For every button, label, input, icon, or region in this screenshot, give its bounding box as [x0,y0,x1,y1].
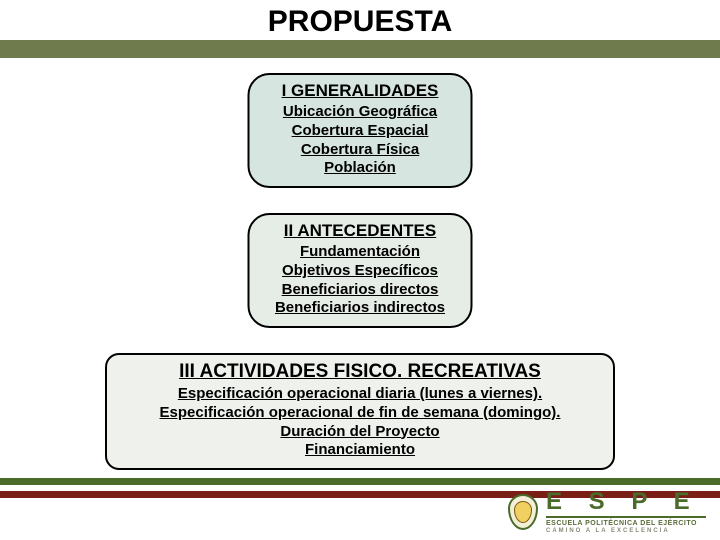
box3-item: Duración del Proyecto [125,423,595,442]
logo-area: E S P E ESCUELA POLITÉCNICA DEL EJÉRCITO… [508,490,706,534]
box-antecedentes: II ANTECEDENTES Fundamentación Objetivos… [248,213,473,328]
box1-item: Cobertura Física [268,141,453,160]
box3-heading: III ACTIVIDADES FISICO. RECREATIVAS [125,361,595,383]
box1-item: Ubicación Geográfica [268,103,453,122]
box3-item: Financiamiento [125,441,595,460]
brand-block: E S P E ESCUELA POLITÉCNICA DEL EJÉRCITO… [546,490,706,534]
slide: PROPUESTA I GENERALIDADES Ubicación Geog… [0,0,720,540]
box-actividades: III ACTIVIDADES FISICO. RECREATIVAS Espe… [105,353,615,470]
box2-heading: II ANTECEDENTES [268,221,453,241]
box3-item: Especificación operacional de fin de sem… [125,404,595,423]
box1-heading: I GENERALIDADES [268,81,453,101]
brand-underline [546,516,706,518]
brand-subtitle-1: ESCUELA POLITÉCNICA DEL EJÉRCITO [546,520,706,527]
shield-inner-icon [514,501,532,523]
box-generalidades: I GENERALIDADES Ubicación Geográfica Cob… [248,73,473,188]
box1-item: Cobertura Espacial [268,122,453,141]
box3-item: Especificación operacional diaria (lunes… [125,385,595,404]
box2-item: Beneficiarios directos [268,281,453,300]
top-olive-band [0,40,720,58]
shield-icon [508,494,538,530]
brand-letters: E S P E [546,490,706,514]
brand-subtitle-2: CAMINO A LA EXCELENCIA [546,528,706,534]
stripe-green [0,478,720,485]
box2-item: Objetivos Específicos [268,262,453,281]
page-title: PROPUESTA [0,5,720,39]
box2-item: Beneficiarios indirectos [268,299,453,318]
box2-item: Fundamentación [268,243,453,262]
box1-item: Población [268,159,453,178]
